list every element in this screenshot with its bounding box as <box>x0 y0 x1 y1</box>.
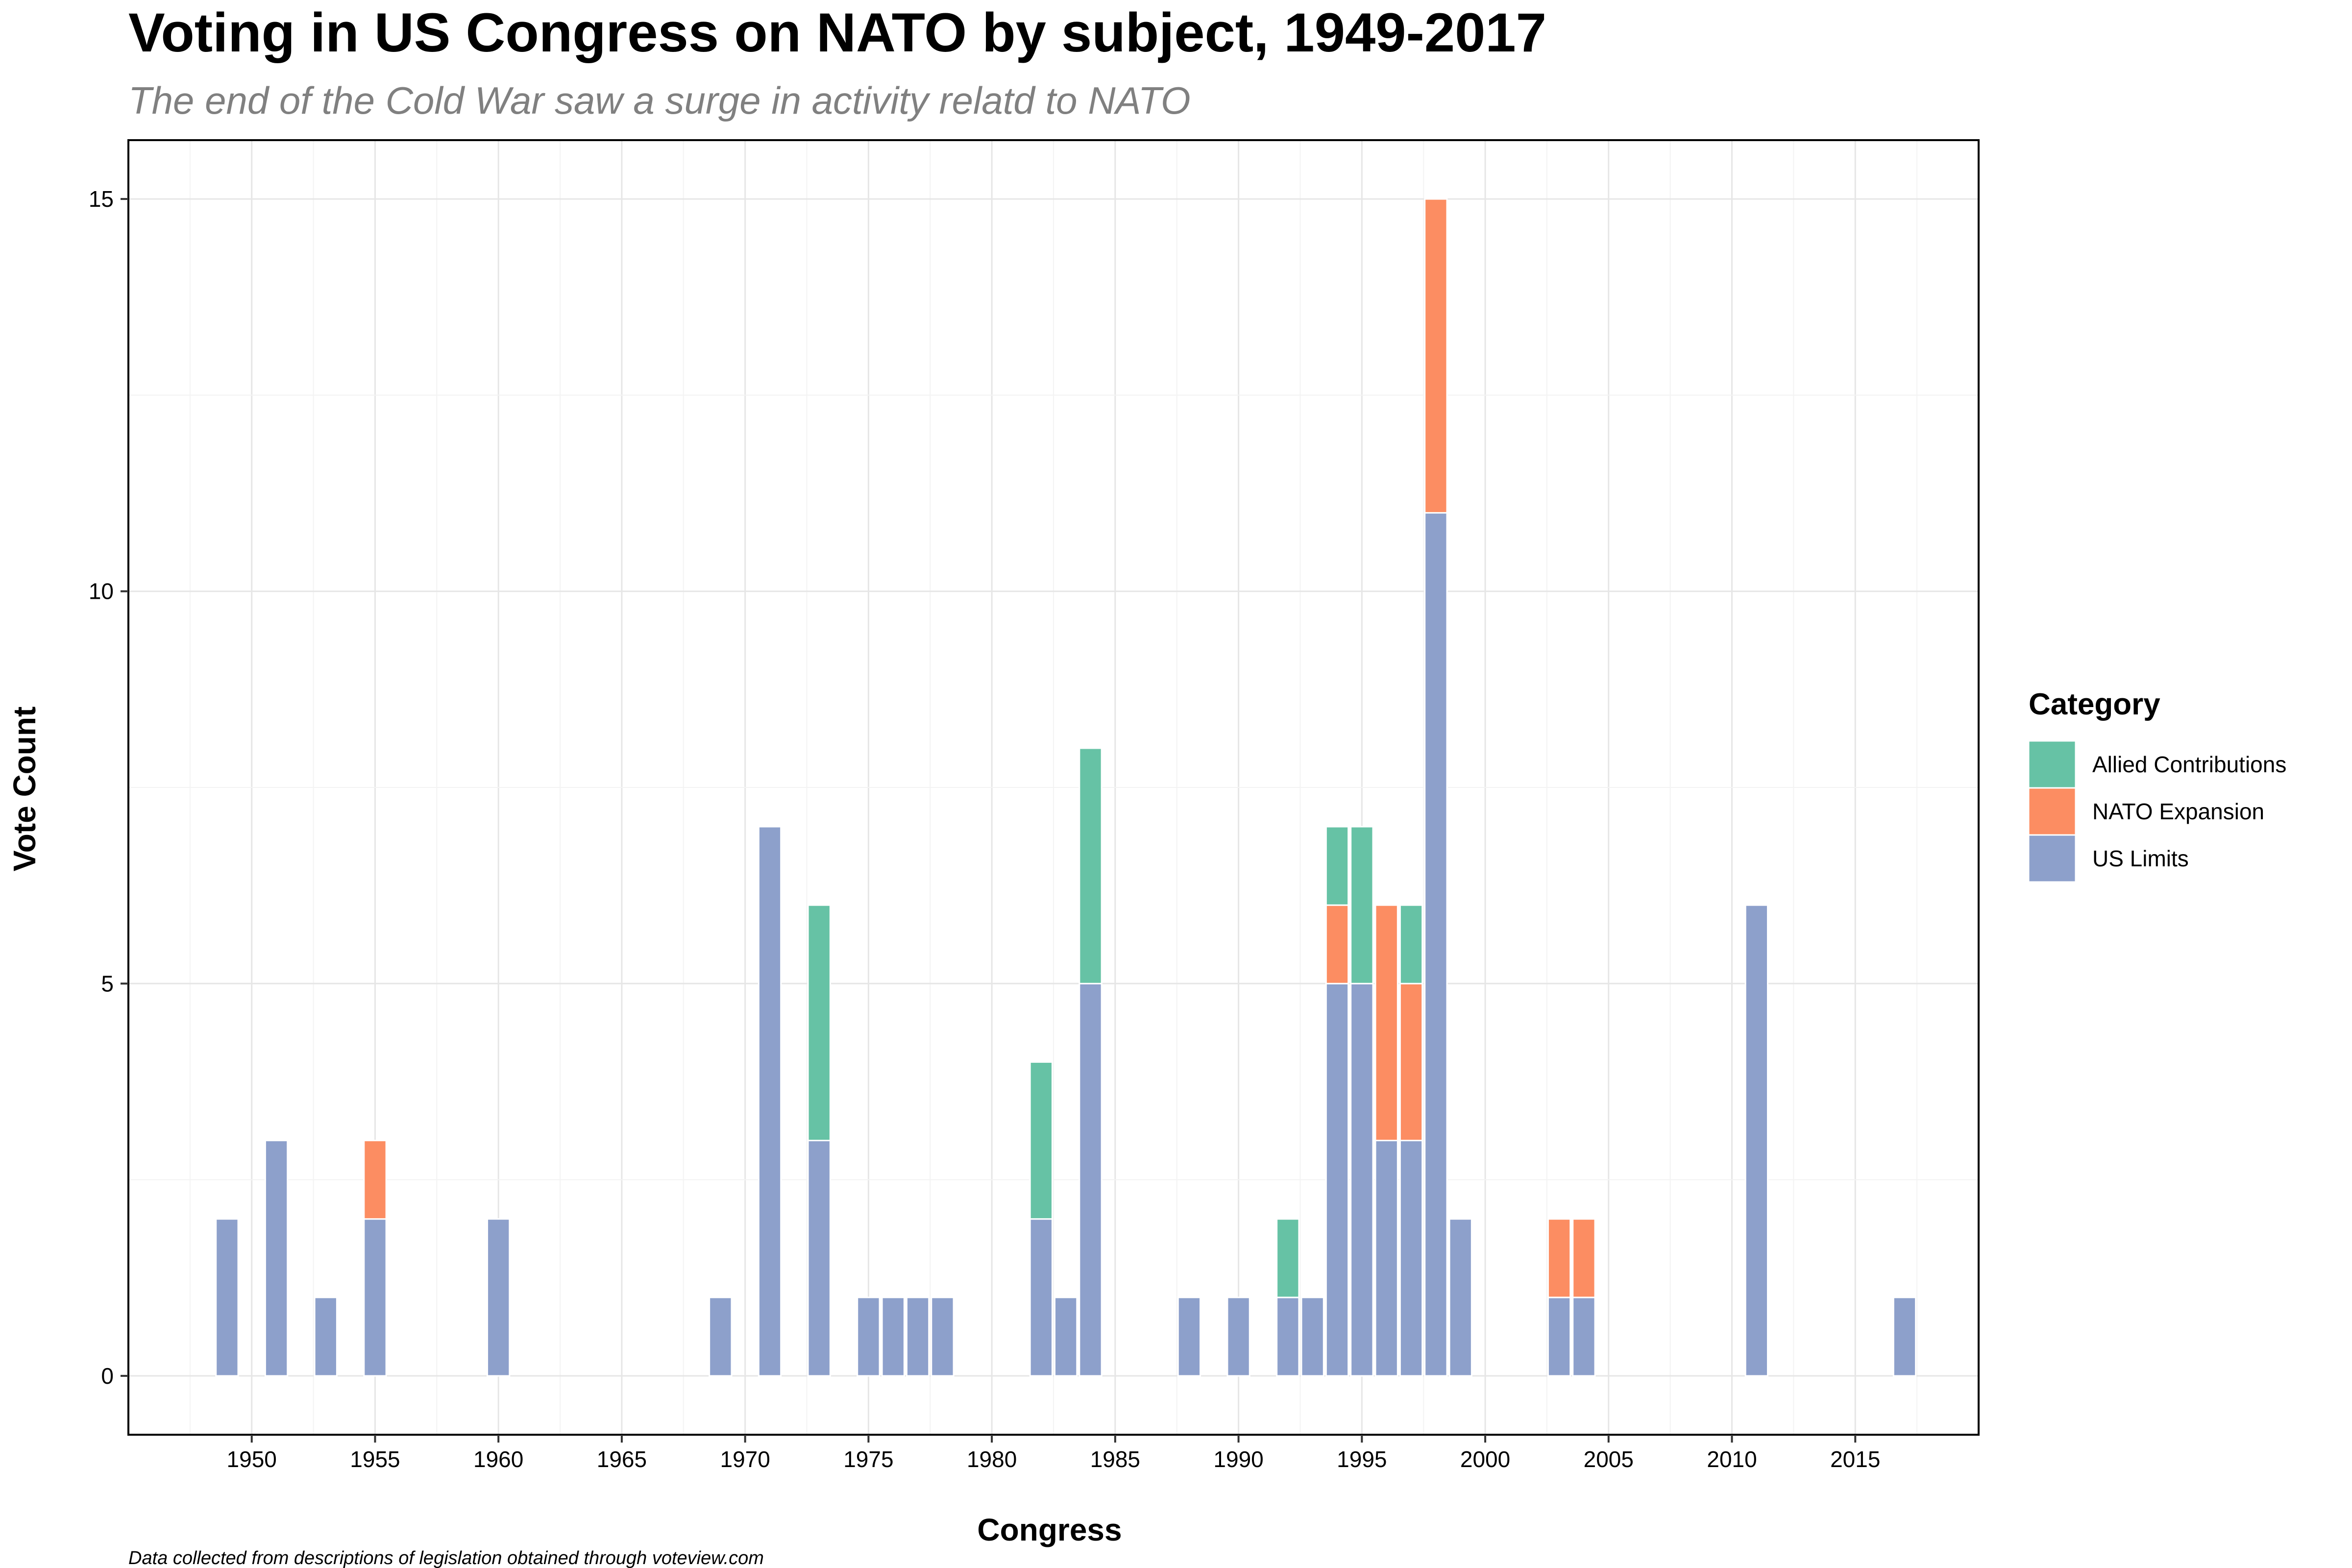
grid <box>128 140 1979 1435</box>
bar-us-limits-1995 <box>1350 982 1374 1377</box>
bar-allied-contributions-1994 <box>1325 826 1349 906</box>
legend-key-allied-contributions <box>2028 740 2077 789</box>
bar-us-limits-1988 <box>1177 1297 1201 1377</box>
bar-us-limits-1955 <box>363 1218 387 1377</box>
y-tick-label: 15 <box>89 186 114 212</box>
bar-us-limits-1969 <box>709 1297 733 1377</box>
bar-us-limits-1976 <box>881 1297 905 1377</box>
bar-us-limits-1997 <box>1399 1140 1423 1377</box>
plot-panel-border <box>127 139 1980 1436</box>
bar-us-limits-1960 <box>487 1218 511 1377</box>
bar-us-limits-1975 <box>857 1297 881 1377</box>
bar-nato-expansion-2004 <box>1572 1218 1596 1298</box>
bar-us-limits-2003 <box>1547 1297 1571 1377</box>
bar-us-limits-1998 <box>1424 512 1448 1377</box>
legend-title: Category <box>2029 687 2160 721</box>
bar-us-limits-1971 <box>758 826 782 1377</box>
bar-us-limits-1977 <box>906 1297 930 1377</box>
bar-nato-expansion-1996 <box>1374 904 1398 1142</box>
y-axis-title: Vote Count <box>7 707 42 872</box>
legend-label-allied-contributions: Allied Contributions <box>2092 752 2286 777</box>
bar-us-limits-1983 <box>1054 1297 1078 1377</box>
bar-us-limits-1992 <box>1276 1297 1300 1377</box>
x-tick-label: 1970 <box>720 1446 770 1472</box>
bar-us-limits-1949 <box>215 1218 239 1377</box>
y-tick-label: 0 <box>101 1363 114 1389</box>
bar-us-limits-1999 <box>1448 1218 1472 1377</box>
bar-allied-contributions-1992 <box>1276 1218 1300 1298</box>
legend-key-us-limits <box>2028 834 2077 883</box>
x-axis: 1950 1955 1960 1965 1970 1975 1980 1985 1990 1995… <box>227 1435 1880 1472</box>
bar-us-limits-1993 <box>1300 1297 1324 1377</box>
bar-us-limits-1984 <box>1078 982 1102 1377</box>
x-tick-label: 1965 <box>597 1446 647 1472</box>
bar-us-limits-1994 <box>1325 982 1349 1377</box>
x-axis-title: Congress <box>977 1512 1122 1547</box>
bar-us-limits-1978 <box>931 1297 955 1377</box>
y-tick-label: 10 <box>89 579 114 604</box>
bar-allied-contributions-1995 <box>1350 826 1374 984</box>
bar-allied-contributions-1973 <box>807 904 831 1142</box>
bar-allied-contributions-1997 <box>1399 904 1423 984</box>
x-tick-label: 2000 <box>1460 1446 1510 1472</box>
bar-us-limits-1982 <box>1029 1218 1053 1377</box>
chart-caption: Data collected from descriptions of legi… <box>128 1548 764 1568</box>
y-tick-label: 5 <box>101 971 114 996</box>
x-tick-label: 1950 <box>227 1446 277 1472</box>
bar-us-limits-1951 <box>264 1140 289 1377</box>
chart-subtitle: The end of the Cold War saw a surge in a… <box>128 79 1191 122</box>
bar-us-limits-1953 <box>314 1297 338 1377</box>
x-tick-label: 1955 <box>350 1446 400 1472</box>
bar-us-limits-1973 <box>807 1140 831 1377</box>
bar-allied-contributions-1984 <box>1078 747 1102 984</box>
bar-us-limits-2011 <box>1744 904 1769 1377</box>
x-tick-label: 2010 <box>1707 1446 1757 1472</box>
bar-nato-expansion-1998 <box>1424 198 1448 514</box>
bar-us-limits-2017 <box>1892 1297 1917 1377</box>
legend-key-nato-expansion <box>2028 787 2077 836</box>
chart-title: Voting in US Congress on NATO by subject… <box>128 2 1546 63</box>
bar-nato-expansion-1955 <box>363 1140 387 1220</box>
x-tick-label: 1985 <box>1090 1446 1140 1472</box>
bar-us-limits-2004 <box>1572 1297 1596 1377</box>
bar-us-limits-1990 <box>1226 1297 1250 1377</box>
x-tick-label: 1990 <box>1213 1446 1263 1472</box>
bar-us-limits-1996 <box>1374 1140 1398 1377</box>
bar-nato-expansion-1994 <box>1325 904 1349 984</box>
x-tick-label: 2015 <box>1830 1446 1880 1472</box>
x-tick-label: 2005 <box>1584 1446 1634 1472</box>
x-tick-label: 1980 <box>967 1446 1017 1472</box>
x-tick-label: 1960 <box>473 1446 523 1472</box>
bar-allied-contributions-1982 <box>1029 1061 1053 1220</box>
legend-label-nato-expansion: NATO Expansion <box>2092 799 2264 824</box>
y-axis: 0 5 10 15 <box>89 186 128 1389</box>
legend-label-us-limits: US Limits <box>2092 846 2189 871</box>
legend: Category Allied Contributions NATO Expans… <box>2028 687 2286 883</box>
x-tick-label: 1975 <box>843 1446 893 1472</box>
bar-nato-expansion-2003 <box>1547 1218 1571 1298</box>
bar-nato-expansion-1997 <box>1399 982 1423 1142</box>
bars <box>215 198 1917 1377</box>
x-tick-label: 1995 <box>1337 1446 1387 1472</box>
